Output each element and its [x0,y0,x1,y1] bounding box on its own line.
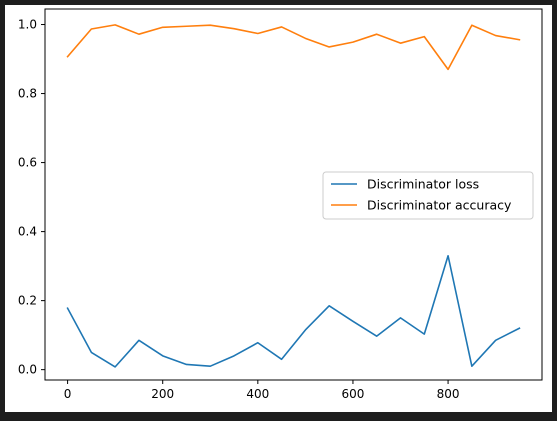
y-tick-label: 0.6 [18,156,37,170]
series-line-0 [66,254,521,368]
y-tick-label: 0.8 [18,87,37,101]
axes-frame [44,8,543,381]
legend-box [322,171,534,220]
y-tick-label: 0.4 [18,225,37,239]
y-tick-label: 1.0 [18,18,37,32]
legend-label-0: Discriminator loss [367,177,479,192]
x-tick-label: 600 [341,387,364,401]
legend: Discriminator loss Discriminator accuracy [322,171,534,220]
x-tick-label: 400 [246,387,269,401]
x-tick-label: 200 [151,387,174,401]
x-tick-label: 800 [437,387,460,401]
x-tick-label: 0 [64,387,72,401]
series-line-1 [66,24,521,71]
legend-label-1: Discriminator accuracy [367,198,512,213]
y-tick-label: 0.0 [18,363,37,377]
y-tick-label: 0.2 [18,294,37,308]
